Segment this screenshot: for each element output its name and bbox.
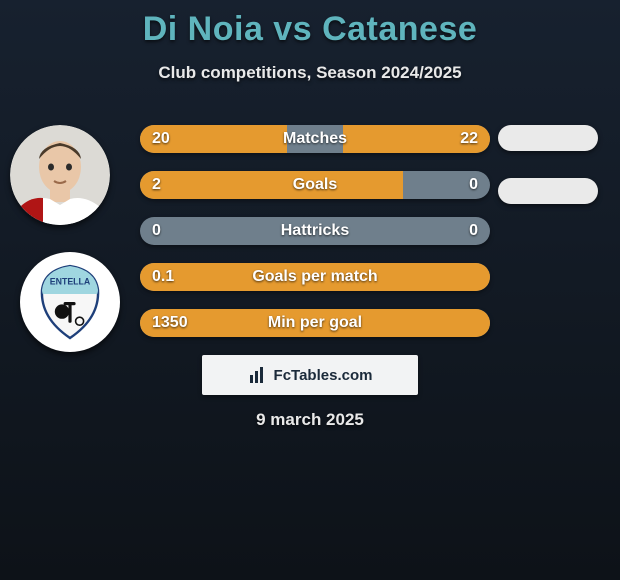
stat-row: 2 Goals 0 xyxy=(140,171,490,199)
club-badge: ENTELLA xyxy=(20,252,120,352)
stat-right-value: 22 xyxy=(460,125,478,153)
player-avatar xyxy=(10,125,110,225)
date-text: 9 march 2025 xyxy=(0,410,620,430)
badge-illustration: ENTELLA xyxy=(30,262,110,342)
stat-right-value: 0 xyxy=(469,171,478,199)
brand-box: FcTables.com xyxy=(202,355,418,395)
brand-text: FcTables.com xyxy=(274,367,373,384)
subtitle: Club competitions, Season 2024/2025 xyxy=(0,63,620,83)
stat-label: Goals xyxy=(140,171,490,199)
stat-row: 0.1 Goals per match xyxy=(140,263,490,291)
svg-text:ENTELLA: ENTELLA xyxy=(50,276,91,286)
infographic-card: Di Noia vs Catanese Club competitions, S… xyxy=(0,0,620,580)
avatar-illustration xyxy=(10,125,110,225)
stat-row: 0 Hattricks 0 xyxy=(140,217,490,245)
page-title: Di Noia vs Catanese xyxy=(0,0,620,49)
stat-label: Hattricks xyxy=(140,217,490,245)
stat-right-value: 0 xyxy=(469,217,478,245)
stats-area: 20 Matches 22 2 Goals 0 0 Hattricks 0 0.… xyxy=(140,125,490,355)
stat-row: 20 Matches 22 xyxy=(140,125,490,153)
bars-icon xyxy=(248,365,268,385)
stat-label: Matches xyxy=(140,125,490,153)
decorative-blob xyxy=(498,125,598,151)
stat-label: Min per goal xyxy=(140,309,490,337)
stat-row: 1350 Min per goal xyxy=(140,309,490,337)
stat-label: Goals per match xyxy=(140,263,490,291)
decorative-blob xyxy=(498,178,598,204)
